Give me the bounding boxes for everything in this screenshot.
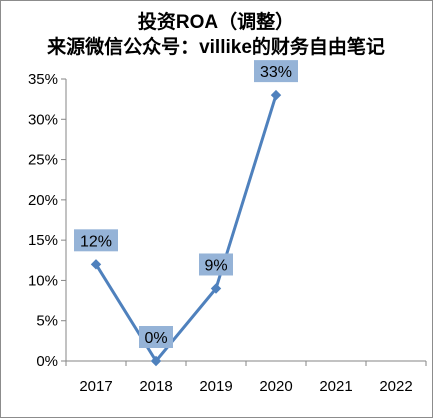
data-point xyxy=(90,259,102,270)
data-label-text: 12% xyxy=(80,233,112,250)
y-tick-label: 25% xyxy=(28,152,58,169)
data-label-text: 33% xyxy=(260,64,292,81)
series-line-layer xyxy=(90,89,282,367)
x-tick-label: 2022 xyxy=(379,378,412,395)
chart-subtitle: 来源微信公众号：villike的财务自由笔记 xyxy=(47,35,385,58)
data-label-box xyxy=(139,326,173,348)
data-label: 33% xyxy=(254,60,298,83)
series-line xyxy=(94,94,278,363)
data-label-box xyxy=(74,229,118,252)
y-tick-label: 35% xyxy=(28,71,58,88)
data-label: 0% xyxy=(139,326,173,348)
data-point xyxy=(150,355,162,367)
data-point xyxy=(210,283,222,294)
data-label-box xyxy=(199,253,233,276)
x-tick-label: 2017 xyxy=(79,378,112,395)
data-label-text: 0% xyxy=(144,330,167,347)
x-tick-label: 2019 xyxy=(199,378,232,395)
y-tick-label: 10% xyxy=(28,272,58,289)
data-label: 12% xyxy=(74,229,118,252)
data-label: 9% xyxy=(199,253,233,276)
data-point xyxy=(270,89,282,101)
x-tick-label: 2018 xyxy=(139,378,172,395)
y-tick-label: 5% xyxy=(36,313,58,330)
chart-title: 投资ROA（调整） xyxy=(138,10,294,33)
y-tick-label: 0% xyxy=(36,353,58,370)
x-tick-label: 2020 xyxy=(259,378,292,395)
data-label-box xyxy=(254,60,298,83)
y-tick-label: 20% xyxy=(28,192,58,209)
y-tick-label: 30% xyxy=(28,111,58,128)
data-labels-layer: 12% 0% 9% 33% xyxy=(74,60,298,348)
x-tick-label: 2021 xyxy=(319,378,352,395)
data-label-text: 9% xyxy=(204,257,227,274)
y-tick-label: 15% xyxy=(28,232,58,249)
axes: 0% 5% 10% 15% 20% 25% 30% 35% 2017 2018 2019 2020 20… xyxy=(28,71,427,395)
